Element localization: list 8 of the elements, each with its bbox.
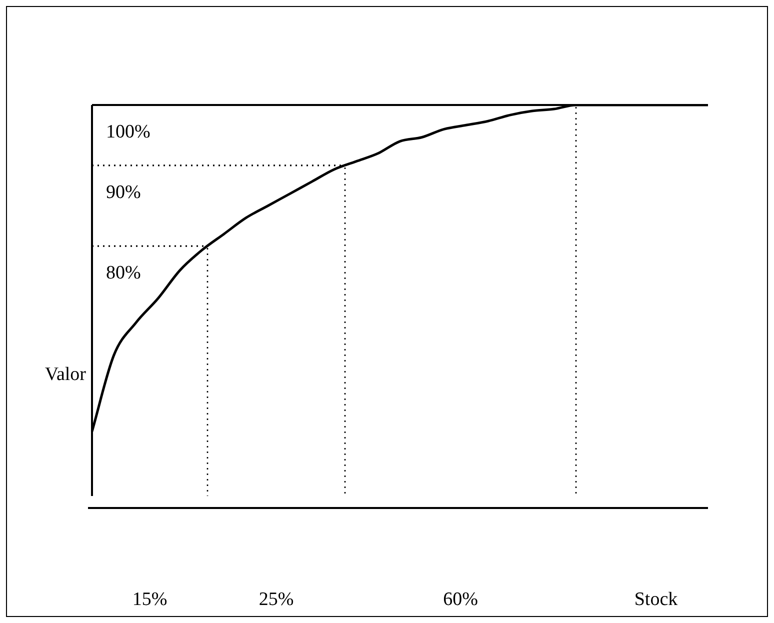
annotation: 80% [106, 262, 141, 284]
text: 60% [443, 588, 478, 610]
text: 15% [132, 588, 168, 610]
annotation: 100% [106, 121, 150, 142]
annotation: 90% [106, 182, 141, 203]
y-axis-title: Valor [44, 364, 87, 385]
x-axis-title: Stock [634, 588, 678, 610]
text: 25% [258, 588, 294, 610]
